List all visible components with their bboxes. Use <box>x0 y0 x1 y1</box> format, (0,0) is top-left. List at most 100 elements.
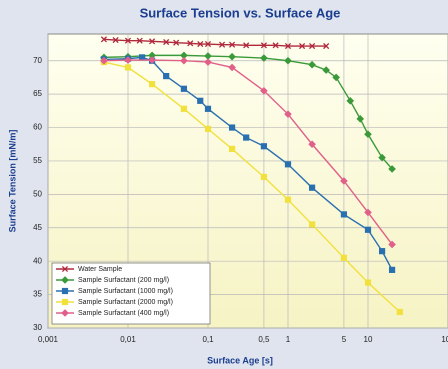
legend-label: Sample Surfactant (200 mg/l) <box>78 277 169 284</box>
point-marker <box>364 279 372 286</box>
y-tick-label: 65 <box>33 89 42 98</box>
point-marker <box>284 42 292 50</box>
point-marker <box>124 37 132 44</box>
point-marker <box>61 265 69 273</box>
point-marker <box>61 309 69 317</box>
series-line <box>103 54 393 170</box>
point-marker <box>260 143 268 150</box>
point-marker <box>378 248 386 255</box>
point-marker <box>299 42 306 50</box>
point-marker <box>148 81 156 88</box>
point-marker <box>100 56 108 65</box>
point-marker <box>219 41 226 48</box>
point-marker <box>323 42 330 50</box>
point-marker <box>228 63 236 72</box>
point-marker <box>388 266 396 273</box>
point-marker <box>229 41 236 48</box>
point-marker <box>163 72 170 80</box>
point-marker <box>136 37 143 44</box>
series-line <box>103 59 393 245</box>
point-marker <box>388 240 396 249</box>
y-tick-label: 55 <box>33 156 42 165</box>
point-marker <box>260 173 268 181</box>
y-tick-label: 45 <box>33 223 42 232</box>
point-marker <box>260 86 268 95</box>
point-marker <box>340 211 348 218</box>
legend-label: Sample Surfactant (400 mg/l) <box>78 310 169 317</box>
series-line <box>103 61 401 313</box>
point-marker <box>100 36 107 43</box>
y-tick-label: 40 <box>33 256 42 265</box>
point-marker <box>180 85 188 92</box>
y-tick-label: 30 <box>33 323 42 332</box>
x-tick-label: 5 <box>342 335 347 344</box>
x-axis-title: Surface Age [s] <box>207 355 273 365</box>
point-marker <box>340 177 348 185</box>
point-marker <box>272 42 279 49</box>
point-marker <box>260 42 267 49</box>
y-tick-label: 70 <box>33 56 42 65</box>
point-marker <box>124 56 132 64</box>
legend-box <box>51 262 211 325</box>
y-axis-title: Surface Tension [mN/m] <box>7 130 17 233</box>
point-marker <box>340 254 348 261</box>
point-marker <box>346 97 355 105</box>
chart-title: Surface Tension vs. Surface Age <box>140 5 341 20</box>
point-marker <box>322 66 330 74</box>
x-tick-label: 100 <box>441 335 448 344</box>
point-marker <box>309 42 316 50</box>
point-marker <box>187 40 194 47</box>
point-marker <box>308 140 316 149</box>
point-marker <box>308 221 316 228</box>
point-marker <box>163 38 170 46</box>
point-marker <box>332 73 340 82</box>
point-marker <box>148 56 156 64</box>
y-tick-label: 60 <box>33 123 42 132</box>
point-marker <box>228 124 236 131</box>
y-tick-label: 35 <box>33 290 42 299</box>
point-marker <box>243 42 250 49</box>
point-marker <box>308 184 316 191</box>
x-tick-label: 0,001 <box>38 335 59 344</box>
point-marker <box>396 308 403 316</box>
point-marker <box>243 134 250 141</box>
point-marker <box>364 226 372 233</box>
point-marker <box>364 130 372 139</box>
x-tick-label: 10 <box>364 335 373 344</box>
point-marker <box>61 276 69 284</box>
x-tick-label: 0,5 <box>258 335 270 344</box>
point-marker <box>204 40 212 48</box>
point-marker <box>197 40 204 48</box>
point-marker <box>149 38 156 45</box>
point-marker <box>260 54 268 62</box>
point-marker <box>204 105 212 112</box>
point-marker <box>356 115 365 123</box>
point-marker <box>61 298 69 306</box>
y-tick-label: 50 <box>33 189 42 198</box>
point-marker <box>112 36 119 44</box>
point-marker <box>228 52 236 61</box>
point-marker <box>228 145 236 153</box>
legend-label: Sample Surfactant (2000 mg/l) <box>78 299 173 306</box>
legend-label: Water Sample <box>78 266 122 273</box>
point-marker <box>364 208 372 217</box>
point-marker <box>124 64 132 71</box>
point-marker <box>378 153 386 162</box>
point-marker <box>197 97 204 104</box>
point-marker <box>284 56 292 65</box>
x-tick-label: 0,1 <box>202 335 214 344</box>
point-marker <box>284 110 292 118</box>
point-marker <box>138 54 146 61</box>
point-marker <box>61 287 69 295</box>
point-marker <box>180 56 188 65</box>
point-marker <box>308 60 316 69</box>
point-marker <box>388 165 396 173</box>
point-marker <box>284 196 292 203</box>
x-tick-label: 1 <box>286 335 291 344</box>
point-marker <box>173 39 180 46</box>
point-marker <box>204 58 212 66</box>
point-marker <box>284 161 292 168</box>
point-marker <box>204 125 212 132</box>
point-marker <box>180 105 188 112</box>
